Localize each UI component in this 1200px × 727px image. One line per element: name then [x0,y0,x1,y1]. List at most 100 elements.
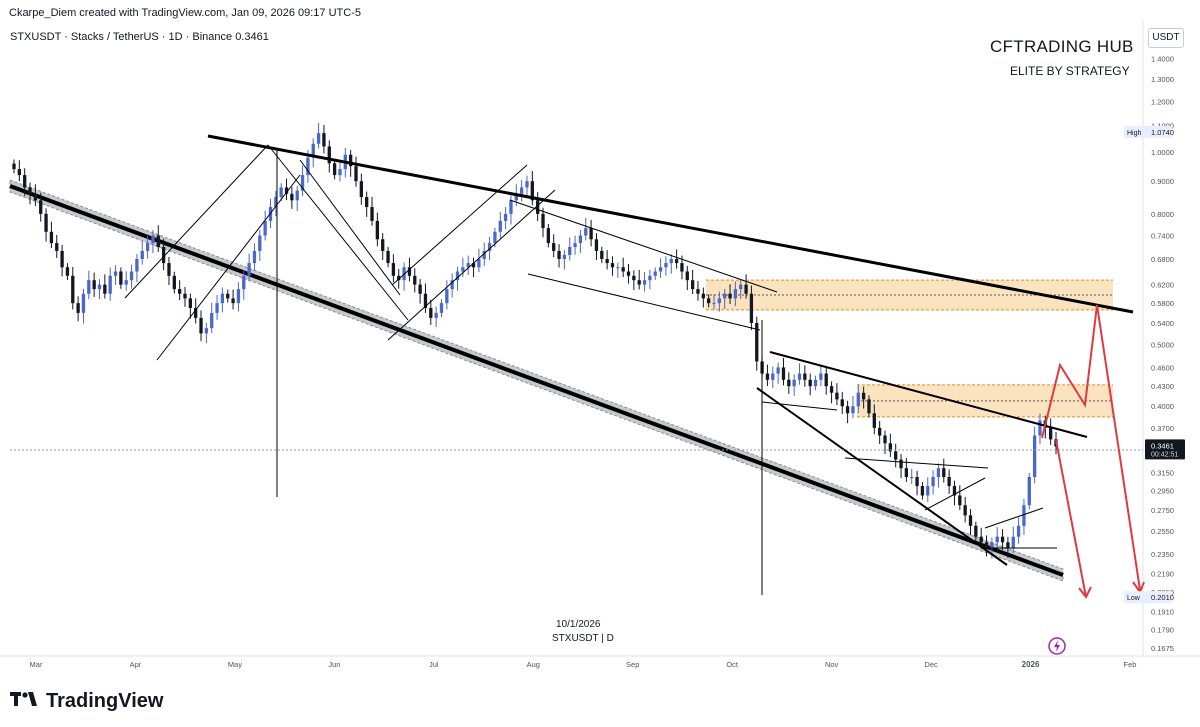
y-tick-label: 0.1675 [1151,644,1174,653]
tradingview-wordmark: TradingView [46,690,164,712]
channel-line[interactable] [124,144,269,299]
candle-body [49,231,54,244]
candle-body [525,181,529,188]
wedge-line[interactable] [769,351,1088,438]
small-flag-line[interactable] [761,401,838,411]
price-axis[interactable]: 1.4000 1.3000 1.2000 1.1000 1.0000 0.9000 0.80… [1151,55,1174,653]
candle-body [482,250,486,259]
x-tick-label: Sep [626,660,639,669]
price-flag-value: 0.2010 [1151,593,1174,602]
candle-body [71,275,75,304]
candle-body [605,258,609,264]
date-annotation: 10/1/2026 [556,619,601,630]
candle-body [658,267,663,272]
small-flag-line[interactable] [984,507,1044,529]
candle-body [439,303,444,313]
y-tick-label: 1.2000 [1151,97,1174,106]
x-tick-label: 2026 [1022,660,1040,669]
candle-body [124,280,128,285]
x-tick-label: Mar [30,660,43,669]
candle-body [546,228,551,244]
candle-body [381,239,385,251]
price-flag-bg [1124,591,1172,604]
candle-body [509,200,513,214]
last-price-value: 0.3461 [1151,441,1174,450]
candle-body [915,476,919,487]
candle-body [947,476,951,487]
candle-body [28,187,32,194]
candle-body [210,312,214,329]
channel-line[interactable] [156,174,301,361]
y-tick-label: 0.8000 [1151,210,1174,219]
main-support-line[interactable] [9,184,1064,577]
candle-body [771,373,775,380]
candle-body [327,146,331,164]
tradingview-logo[interactable]: TradingView [10,690,163,713]
channel-line[interactable] [299,159,401,296]
candle-body [1011,536,1015,549]
candle-body [765,373,770,380]
candle-body [33,193,38,201]
candle-body [514,193,518,201]
time-axis[interactable]: Mar Apr May Jun Jul Aug Sep Oct Nov Dec 2026 Feb [30,660,1137,669]
x-tick-label: May [228,660,242,669]
candle-body [418,284,422,294]
candle-body [787,379,791,387]
candle-body [300,175,305,191]
candle-body [674,258,679,264]
candle-body [487,243,492,251]
y-tick-label: 0.2950 [1151,487,1174,496]
candle-body [161,246,166,264]
candle-body [899,459,903,469]
candle-body [696,289,700,294]
candle-body [616,267,620,269]
candle-body [365,197,369,208]
candle-body [135,258,139,272]
channel-line[interactable] [267,144,409,321]
candle-body [151,235,155,244]
candle-body [1022,505,1026,526]
main-resistance-line[interactable] [207,134,1134,314]
candle-body [279,187,283,198]
candle-body [952,486,957,496]
x-tick-label: Dec [924,660,938,669]
candle-body [274,197,278,208]
candle-body [477,258,481,268]
candle-body [744,284,748,294]
wedge-line[interactable] [527,273,761,331]
candle-body [536,200,540,214]
candle-body [984,542,989,549]
symbol-line: STXUSDT · Stacks / TetherUS · 1D · Binan… [10,31,233,43]
candle-body [712,303,716,305]
channel-line[interactable] [391,164,528,286]
candle-body [894,451,898,460]
symbol-legend[interactable]: STXUSDT · Stacks / TetherUS · 1D · Binan… [10,31,269,43]
candle-body [172,275,176,290]
candle-body [199,317,203,334]
candle-body [829,386,834,393]
candle-body [541,213,545,229]
candle-body [781,367,786,380]
small-flag-line[interactable] [844,457,989,469]
channel-line[interactable] [387,189,556,341]
alert-button[interactable] [1048,637,1066,655]
candle-body [974,525,978,537]
candle-body [739,284,743,290]
candle-body [878,427,882,436]
bullish-projection-path[interactable] [1041,304,1141,591]
bearish-projection-path[interactable] [1055,439,1087,598]
candle-body [1048,427,1053,440]
candle-body [23,175,27,188]
candle-body [648,275,652,281]
small-flag-line[interactable] [924,477,986,511]
candle-body [466,263,470,268]
candle-body [167,263,171,276]
wedge-line[interactable] [756,387,1008,566]
currency-button[interactable]: USDT [1148,28,1184,48]
candle-body [867,399,871,414]
candle-body [503,213,508,221]
candle-body [568,246,572,255]
candle-body [1000,536,1005,543]
wedge-line[interactable] [509,199,778,293]
